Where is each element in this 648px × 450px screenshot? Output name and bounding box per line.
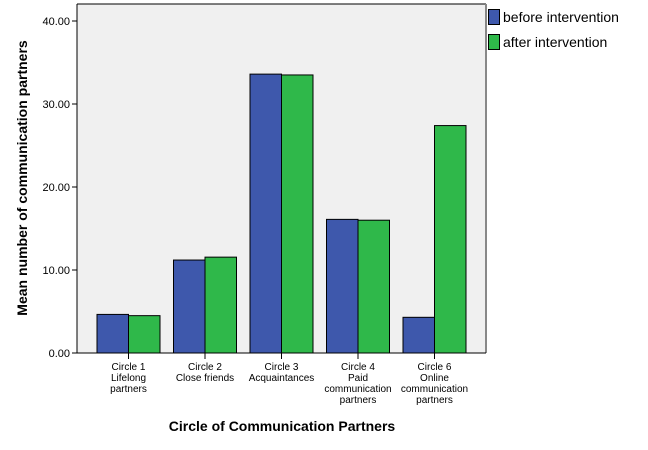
- bar-after-3: [281, 74, 314, 354]
- bar-after-1: [128, 315, 161, 354]
- bar-before-2: [173, 259, 206, 354]
- x-category-label: Circle 4 Paid communication partners: [324, 362, 391, 406]
- bar-before-4: [326, 218, 359, 354]
- bar-before-3: [249, 73, 282, 354]
- y-axis-ticks: 0.00 10.00 20.00 30.00 40.00: [42, 16, 77, 360]
- y-tick-label: 10.00: [42, 265, 70, 277]
- legend-label-before: before intervention: [503, 8, 619, 25]
- bars-group: [96, 73, 467, 354]
- y-tick-label: 0.00: [49, 348, 70, 360]
- y-tick-label: 20.00: [42, 182, 70, 194]
- legend: before intervention after intervention: [488, 8, 619, 58]
- x-axis-title: Circle of Communication Partners: [169, 418, 396, 434]
- y-axis-title: Mean number of communication partners: [14, 40, 30, 316]
- legend-swatch-before: [488, 8, 500, 25]
- legend-item-before: before intervention: [488, 8, 619, 25]
- y-tick-label: 30.00: [42, 99, 70, 111]
- bar-after-2: [204, 256, 237, 354]
- y-tick-label: 40.00: [42, 16, 70, 28]
- bar-after-5: [434, 125, 467, 354]
- bar-before-1: [96, 313, 129, 354]
- x-axis-ticks: Circle 1 Lifelong partners Circle 2 Close fr…: [110, 353, 468, 406]
- x-category-label: Circle 6 Online communication partners: [401, 362, 468, 406]
- legend-swatch-after: [488, 33, 500, 50]
- legend-label-after: after intervention: [503, 33, 608, 50]
- x-category-label: Circle 3 Acquaintances: [249, 362, 315, 384]
- legend-item-after: after intervention: [488, 33, 619, 50]
- bar-before-5: [402, 316, 435, 354]
- bar-after-4: [357, 219, 390, 354]
- x-category-label: Circle 2 Close friends: [176, 362, 234, 384]
- x-category-label: Circle 1 Lifelong partners: [110, 362, 147, 395]
